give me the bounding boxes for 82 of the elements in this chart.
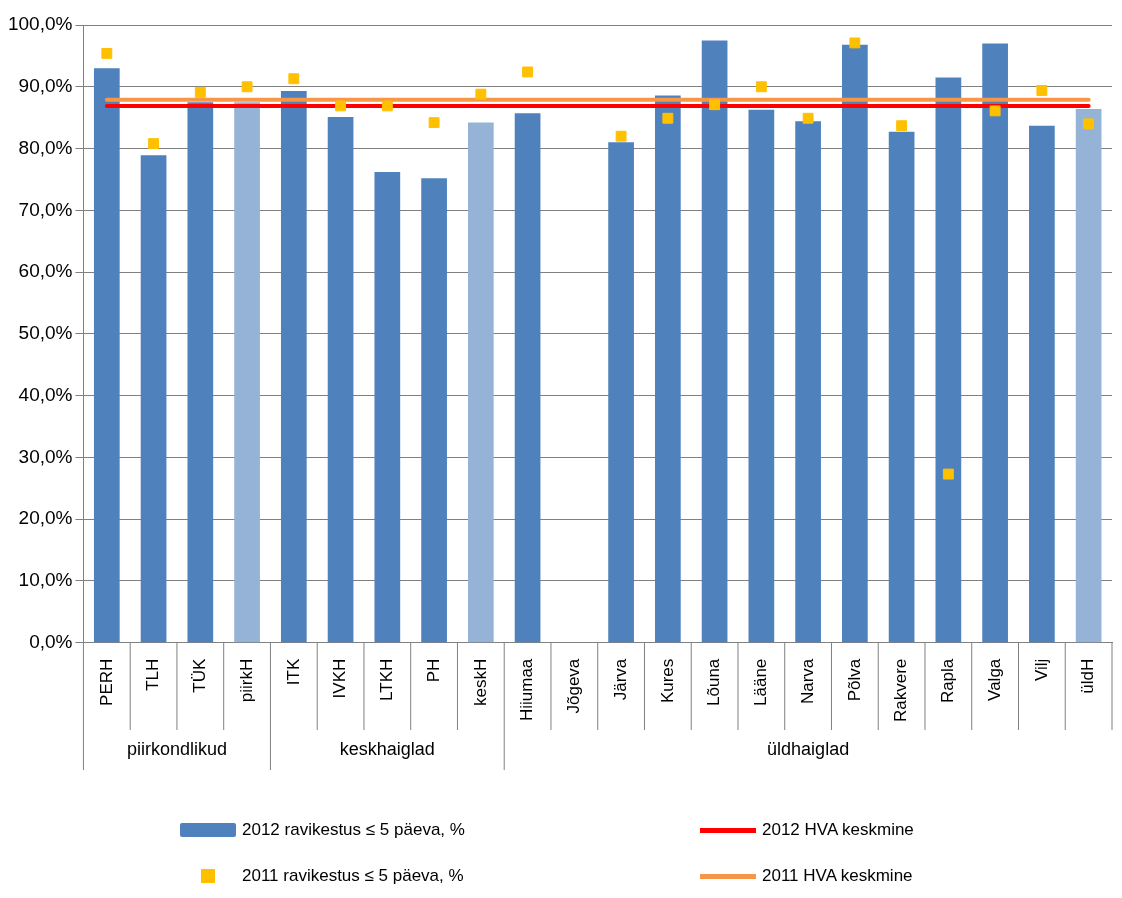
- bar: [280, 91, 307, 643]
- bar: [654, 95, 681, 643]
- x-tick-label: Jõgeva: [564, 658, 584, 714]
- x-tick-label: PH: [423, 658, 443, 683]
- bar: [888, 131, 915, 643]
- x-tick-label: keskH: [470, 658, 490, 706]
- y-tick-label: 70,0%: [18, 198, 73, 220]
- y-tick-label: 60,0%: [18, 260, 73, 282]
- point: [522, 66, 534, 78]
- x-tick-label: Põlva: [844, 658, 864, 702]
- point: [709, 99, 721, 111]
- y-tick-label: 50,0%: [18, 322, 73, 344]
- bar: [140, 155, 167, 643]
- point: [662, 112, 674, 124]
- bar: [842, 44, 868, 643]
- point: [942, 468, 954, 480]
- point: [755, 81, 767, 93]
- point: [849, 37, 861, 49]
- legend-label: 2011 HVA keskmine: [762, 866, 913, 886]
- point: [475, 88, 487, 100]
- bar: [187, 102, 214, 643]
- x-tick-label: Lõuna: [704, 658, 724, 706]
- point: [989, 105, 1001, 117]
- point: [288, 73, 300, 85]
- bar: [374, 172, 401, 643]
- x-tick-label: IVKH: [330, 658, 350, 699]
- legend-label: 2012 HVA keskmine: [762, 820, 914, 840]
- point: [802, 112, 814, 124]
- point: [148, 138, 160, 150]
- x-tick-label: üldH: [1078, 658, 1098, 694]
- text: üldhaiglad: [767, 738, 850, 759]
- y-tick-label: 10,0%: [18, 569, 73, 591]
- x-tick-label: Rapla: [938, 658, 958, 704]
- legend-label: 2012 ravikestus ≤ 5 päeva, %: [242, 820, 465, 840]
- bar: [701, 40, 728, 643]
- x-tick-label: piirkH: [236, 658, 256, 703]
- point: [101, 47, 113, 59]
- y-tick-label: 20,0%: [18, 507, 73, 529]
- point: [615, 130, 627, 142]
- y-tick-label: 40,0%: [18, 383, 73, 405]
- y-tick-label: 30,0%: [18, 445, 73, 467]
- x-tick-label: TÜK: [190, 658, 210, 693]
- point: [896, 120, 908, 132]
- bar: [421, 178, 447, 643]
- x-tick-label: Lääne: [751, 658, 771, 706]
- point: [194, 86, 206, 98]
- bar: [514, 113, 541, 643]
- legend-label: 2011 ravikestus ≤ 5 päeva, %: [242, 866, 464, 886]
- x-tick-label: TLH: [143, 658, 163, 691]
- x-tick-label: LTKH: [377, 658, 397, 701]
- bar: [982, 43, 1008, 643]
- x-tick-label: Vilj: [1031, 658, 1051, 682]
- bar: [93, 68, 120, 643]
- x-tick-label: Hiiumaa: [517, 658, 537, 722]
- y-tick-label: 100,0%: [7, 13, 73, 35]
- point: [335, 100, 347, 112]
- bar: [327, 117, 354, 643]
- x-tick-label: Kures: [657, 658, 677, 704]
- bar: [935, 77, 962, 643]
- x-tick-label: Valga: [984, 658, 1004, 701]
- x-tick-label: Järva: [610, 658, 630, 701]
- point: [1083, 118, 1095, 130]
- x-tick-label: Narva: [797, 658, 817, 705]
- bar: [795, 121, 821, 643]
- bar: [608, 142, 634, 643]
- point: [428, 117, 440, 129]
- bar: [748, 109, 775, 643]
- point: [241, 81, 253, 93]
- bar: [234, 102, 260, 643]
- bar: [467, 122, 494, 643]
- bar: [1075, 109, 1102, 643]
- point: [1036, 85, 1048, 96]
- x-tick-label: ITK: [283, 658, 303, 686]
- y-tick-label: 0,0%: [29, 630, 73, 652]
- text: piirkondlikud: [126, 738, 227, 759]
- x-tick-label: Rakvere: [891, 658, 911, 723]
- y-tick-label: 80,0%: [18, 136, 73, 158]
- text: keskhaiglad: [339, 738, 435, 759]
- y-tick-label: 90,0%: [18, 75, 73, 96]
- point: [381, 100, 393, 112]
- x-tick-label: PERH: [96, 658, 116, 706]
- bar: [1029, 125, 1055, 643]
